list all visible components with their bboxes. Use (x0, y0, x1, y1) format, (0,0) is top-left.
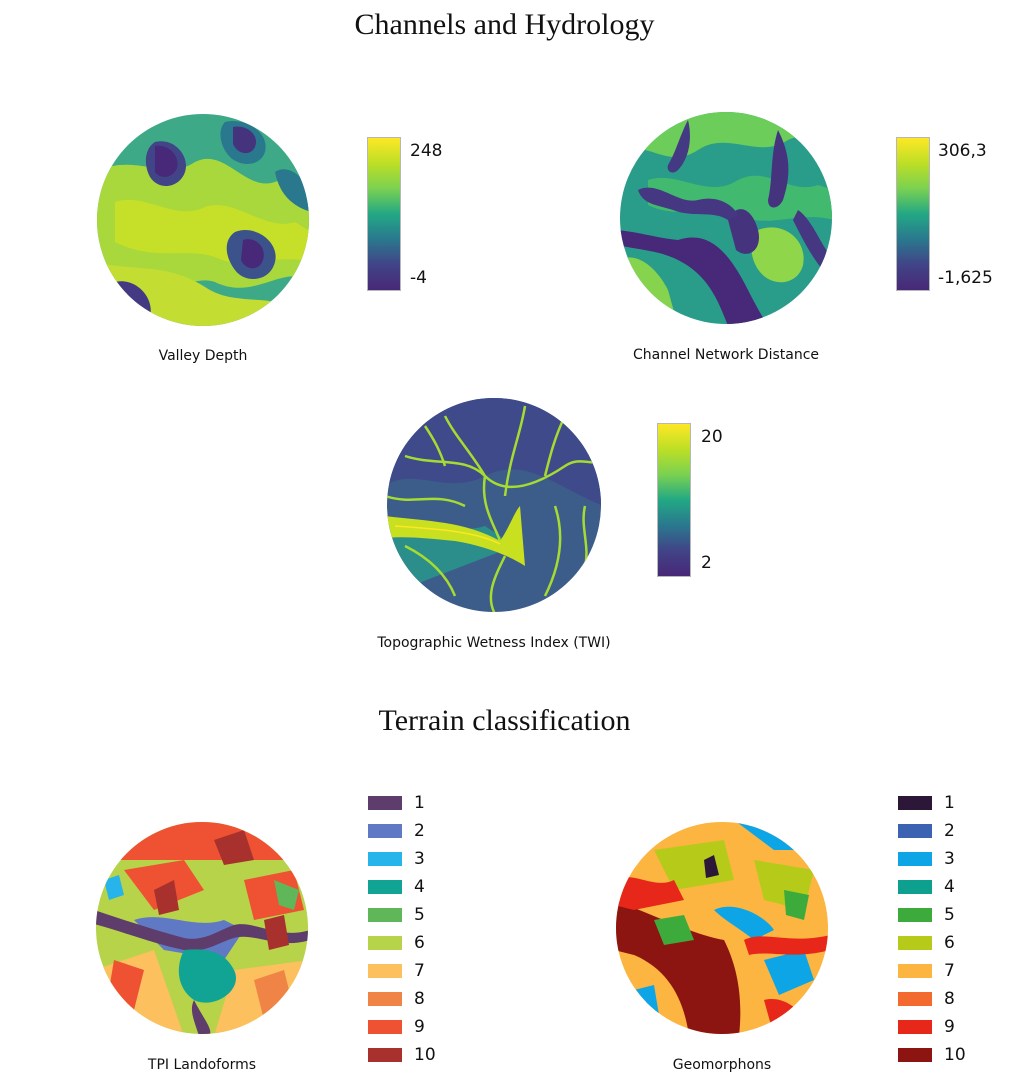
legend-swatch (898, 936, 932, 950)
legend-swatch (368, 796, 402, 810)
geomorphons-legend-item: 3 (898, 849, 988, 869)
legend-swatch (898, 964, 932, 978)
geomorphons-legend-item: 10 (898, 1045, 988, 1065)
tpi-landforms-legend-item: 3 (368, 849, 458, 869)
channel-network-distance-min-label: -1,625 (938, 268, 993, 288)
tpi-landforms-legend-item: 9 (368, 1017, 458, 1037)
legend-swatch (368, 1020, 402, 1034)
legend-label: 8 (414, 989, 425, 1009)
legend-swatch (368, 964, 402, 978)
valley-depth-map (97, 114, 309, 326)
tpi-landforms-legend-item: 6 (368, 933, 458, 953)
geomorphons-legend-item: 8 (898, 989, 988, 1009)
legend-swatch (898, 908, 932, 922)
tpi-landforms-legend-item: 10 (368, 1045, 458, 1065)
geomorphons-legend-item: 9 (898, 1017, 988, 1037)
legend-swatch (368, 992, 402, 1006)
terrain-section-title: Terrain classification (378, 704, 631, 737)
legend-label: 4 (414, 877, 425, 897)
legend-label: 4 (944, 877, 955, 897)
legend-label: 5 (944, 905, 955, 925)
legend-swatch (368, 880, 402, 894)
twi-min-label: 2 (701, 553, 712, 573)
legend-swatch (898, 824, 932, 838)
geomorphons-legend-item: 6 (898, 933, 988, 953)
tpi-landforms-caption: TPI Landoforms (147, 1057, 257, 1073)
legend-label: 10 (414, 1045, 436, 1065)
valley-depth-colorbar (367, 137, 401, 291)
legend-label: 9 (944, 1017, 955, 1037)
legend-swatch (898, 1020, 932, 1034)
legend-label: 8 (944, 989, 955, 1009)
hydrology-section-title: Channels and Hydrology (354, 8, 655, 41)
channel-network-distance-max-label: 306,3 (938, 141, 987, 161)
geomorphons-legend-item: 2 (898, 821, 988, 841)
legend-swatch (898, 1048, 932, 1062)
channel-network-distance-map (620, 112, 832, 324)
legend-swatch (898, 992, 932, 1006)
twi-map (387, 398, 601, 612)
geomorphons-legend-item: 1 (898, 793, 988, 813)
legend-swatch (368, 852, 402, 866)
legend-label: 5 (414, 905, 425, 925)
legend-swatch (368, 824, 402, 838)
geomorphons-legend-item: 7 (898, 961, 988, 981)
twi-max-label: 20 (701, 427, 723, 447)
legend-swatch (898, 796, 932, 810)
legend-label: 3 (944, 849, 955, 869)
tpi-landforms-map (96, 822, 308, 1034)
legend-label: 6 (414, 933, 425, 953)
legend-swatch (898, 852, 932, 866)
geomorphons-legend-item: 4 (898, 877, 988, 897)
legend-label: 7 (414, 961, 425, 981)
valley-depth-min-label: -4 (410, 268, 427, 288)
tpi-landforms-legend-item: 5 (368, 905, 458, 925)
geomorphons-map (616, 822, 828, 1034)
legend-label: 9 (414, 1017, 425, 1037)
twi-caption: Topographic Wetness Index (TWI) (377, 635, 611, 651)
geomorphons-legend-item: 5 (898, 905, 988, 925)
legend-label: 1 (944, 793, 955, 813)
legend-label: 10 (944, 1045, 966, 1065)
tpi-landforms-legend-item: 1 (368, 793, 458, 813)
geomorphons-caption: Geomorphons (672, 1057, 772, 1073)
legend-swatch (898, 880, 932, 894)
legend-label: 3 (414, 849, 425, 869)
legend-swatch (368, 1048, 402, 1062)
tpi-landforms-legend-item: 2 (368, 821, 458, 841)
tpi-landforms-legend-item: 8 (368, 989, 458, 1009)
legend-label: 6 (944, 933, 955, 953)
legend-label: 2 (944, 821, 955, 841)
valley-depth-caption: Valley Depth (158, 348, 248, 364)
tpi-landforms-legend-item: 7 (368, 961, 458, 981)
channel-network-distance-colorbar (896, 137, 930, 291)
legend-label: 1 (414, 793, 425, 813)
twi-colorbar (657, 423, 691, 577)
valley-depth-max-label: 248 (410, 141, 443, 161)
legend-swatch (368, 936, 402, 950)
channel-network-distance-caption: Channel Network Distance (632, 347, 820, 363)
tpi-landforms-legend-item: 4 (368, 877, 458, 897)
legend-label: 7 (944, 961, 955, 981)
legend-swatch (368, 908, 402, 922)
legend-label: 2 (414, 821, 425, 841)
